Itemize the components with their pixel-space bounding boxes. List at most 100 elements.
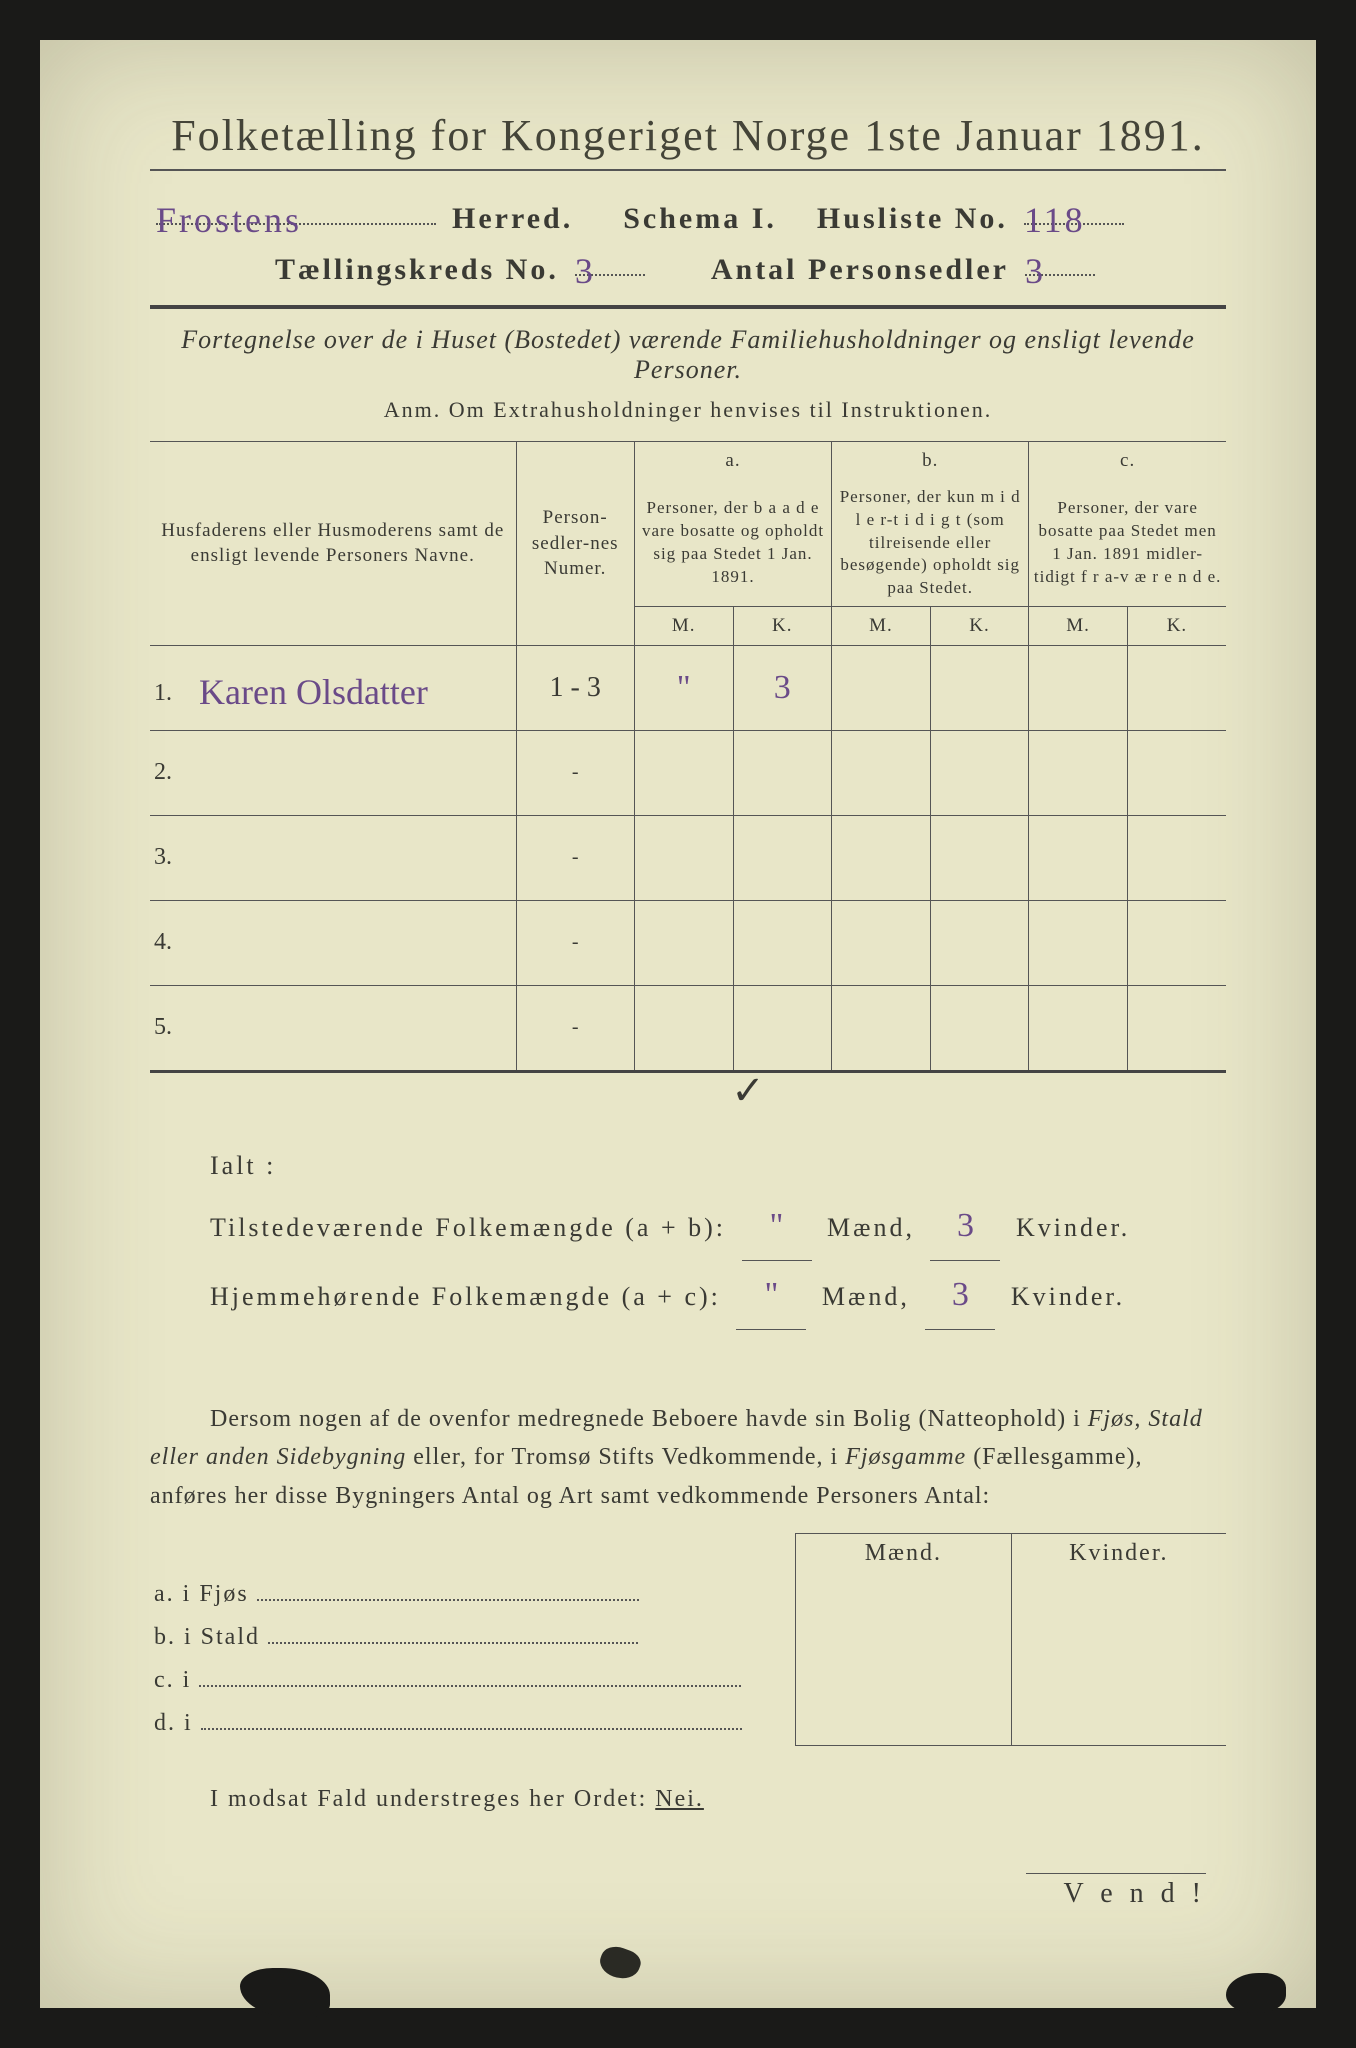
cell-cK	[1127, 900, 1226, 985]
ialt-k2: 3	[952, 1276, 969, 1313]
table-row: 1. Karen Olsdatter 1 - 3 " 3	[150, 645, 1226, 730]
row-num: 2.	[154, 759, 194, 786]
dersom-t1: Dersom nogen af de ovenfor medregnede Be…	[210, 1406, 1088, 1432]
side-label: d. i	[150, 1702, 796, 1745]
cell-cM	[1029, 645, 1128, 730]
th-name: Husfaderens eller Husmoderens samt de en…	[150, 442, 516, 646]
vend-block: V e n d !	[150, 1873, 1226, 1910]
th-a-k: K.	[733, 607, 832, 646]
ialt-line1-label: Tilstedeværende Folkemængde (a + b):	[210, 1213, 726, 1242]
side-row: c. i	[150, 1659, 1226, 1702]
main-table: Husfaderens eller Husmoderens samt de en…	[150, 441, 1226, 1073]
side-val-k	[1011, 1616, 1226, 1659]
side-row: b. i Stald	[150, 1616, 1226, 1659]
dots	[201, 1728, 743, 1730]
side-label-text: a. i Fjøs	[154, 1581, 249, 1607]
herred-label: Herred.	[452, 202, 573, 236]
ialt-kvinder: Kvinder.	[1016, 1213, 1130, 1242]
th-c-label: c.	[1029, 442, 1226, 480]
dersom-t2: eller, for Tromsø Stifts Vedkommende, i	[406, 1444, 845, 1470]
side-val-k	[1011, 1659, 1226, 1702]
checkmark-icon: ✓	[270, 1067, 1226, 1114]
cell-numer: -	[516, 985, 634, 1071]
side-row: a. i Fjøs	[150, 1573, 1226, 1616]
table-head: Husfaderens eller Husmoderens samt de en…	[150, 442, 1226, 646]
side-label: c. i	[150, 1659, 796, 1702]
side-th-kvinder: Kvinder.	[1011, 1534, 1226, 1574]
cell-bM	[832, 985, 931, 1071]
herred-field: Frostens	[156, 195, 436, 225]
table-body: 1. Karen Olsdatter 1 - 3 " 3 2. - 3. -	[150, 645, 1226, 1071]
side-label: a. i Fjøs	[150, 1573, 796, 1616]
cell-bM	[832, 730, 931, 815]
row-num: 3.	[154, 844, 194, 871]
table-row: 3. -	[150, 815, 1226, 900]
side-blank	[150, 1534, 796, 1574]
side-label-text: d. i	[154, 1710, 193, 1736]
cell-cK	[1127, 730, 1226, 815]
cell-name: 3.	[150, 815, 516, 900]
paper-tear-icon	[1226, 1973, 1286, 2013]
cell-aM	[634, 985, 733, 1071]
table-row: 5. -	[150, 985, 1226, 1071]
cell-aM	[634, 730, 733, 815]
side-head-row: Mænd. Kvinder.	[150, 1534, 1226, 1574]
row-num: 5.	[154, 1014, 194, 1041]
row-num: 1.	[154, 680, 194, 707]
cell-aK	[733, 815, 832, 900]
dersom-paragraph: Dersom nogen af de ovenfor medregnede Be…	[150, 1400, 1226, 1515]
cell-numer: -	[516, 730, 634, 815]
side-val-k	[1011, 1573, 1226, 1616]
nei-text: I modsat Fald understreges her Ordet:	[210, 1786, 655, 1812]
side-row: d. i	[150, 1702, 1226, 1745]
cell-cM	[1029, 900, 1128, 985]
dersom-em2: Fjøsgamme	[845, 1444, 966, 1470]
th-c-k: K.	[1127, 607, 1226, 646]
th-a-text: Personer, der b a a d e vare bosatte og …	[634, 480, 831, 607]
cell-cK	[1127, 815, 1226, 900]
ink-blob-icon	[596, 1942, 644, 1984]
dots	[199, 1685, 741, 1687]
antal-value: 3	[1025, 251, 1046, 291]
th-b-label: b.	[832, 442, 1029, 480]
anm-text: Anm. Om Extrahusholdninger henvises til …	[150, 397, 1226, 423]
header-line-1: Frostens Herred. Schema I. Husliste No. …	[150, 195, 1226, 236]
th-c-text: Personer, der vare bosatte paa Stedet me…	[1029, 480, 1226, 607]
table-row: 2. -	[150, 730, 1226, 815]
ialt-line2-label: Hjemmehørende Folkemængde (a + c):	[210, 1282, 721, 1311]
cell-aK	[733, 730, 832, 815]
cell-cK	[1127, 985, 1226, 1071]
cell-numer: 1 - 3	[516, 645, 634, 730]
husliste-value: 118	[1024, 200, 1086, 240]
cell-name: 1. Karen Olsdatter	[150, 645, 516, 730]
cell-cM	[1029, 815, 1128, 900]
table-row: 4. -	[150, 900, 1226, 985]
th-b-m: M.	[832, 607, 931, 646]
row-name-hw: Karen Olsdatter	[199, 672, 428, 712]
ialt-block: Ialt : Tilstedeværende Folkemængde (a + …	[210, 1140, 1226, 1330]
nei-line: I modsat Fald understreges her Ordet: Ne…	[150, 1786, 1226, 1813]
row-num: 4.	[154, 929, 194, 956]
antal-label: Antal Personsedler	[711, 253, 1009, 287]
side-val-m	[796, 1616, 1012, 1659]
vend-text: V e n d !	[150, 1878, 1206, 1910]
rule	[150, 305, 1226, 309]
ialt-line-2: Hjemmehørende Folkemængde (a + c): " Mæn…	[210, 1261, 1226, 1330]
ialt-m1: "	[770, 1207, 784, 1244]
cell-aK	[733, 900, 832, 985]
ialt-m2: "	[764, 1276, 778, 1313]
th-name-text: Husfaderens eller Husmoderens samt de en…	[161, 520, 504, 567]
title-underline	[150, 169, 1226, 171]
schema-label: Schema I.	[623, 202, 777, 236]
cell-cK	[1127, 645, 1226, 730]
th-numer: Person-sedler-nes Numer.	[516, 442, 634, 646]
side-val-m	[796, 1573, 1012, 1616]
cell-aM: "	[634, 645, 733, 730]
side-val-m	[796, 1659, 1012, 1702]
cell-aK: 3	[733, 645, 832, 730]
dots	[257, 1599, 639, 1601]
th-a-m: M.	[634, 607, 733, 646]
side-val-k	[1011, 1702, 1226, 1745]
cell-bK	[930, 900, 1029, 985]
vend-rule	[1026, 1873, 1206, 1874]
